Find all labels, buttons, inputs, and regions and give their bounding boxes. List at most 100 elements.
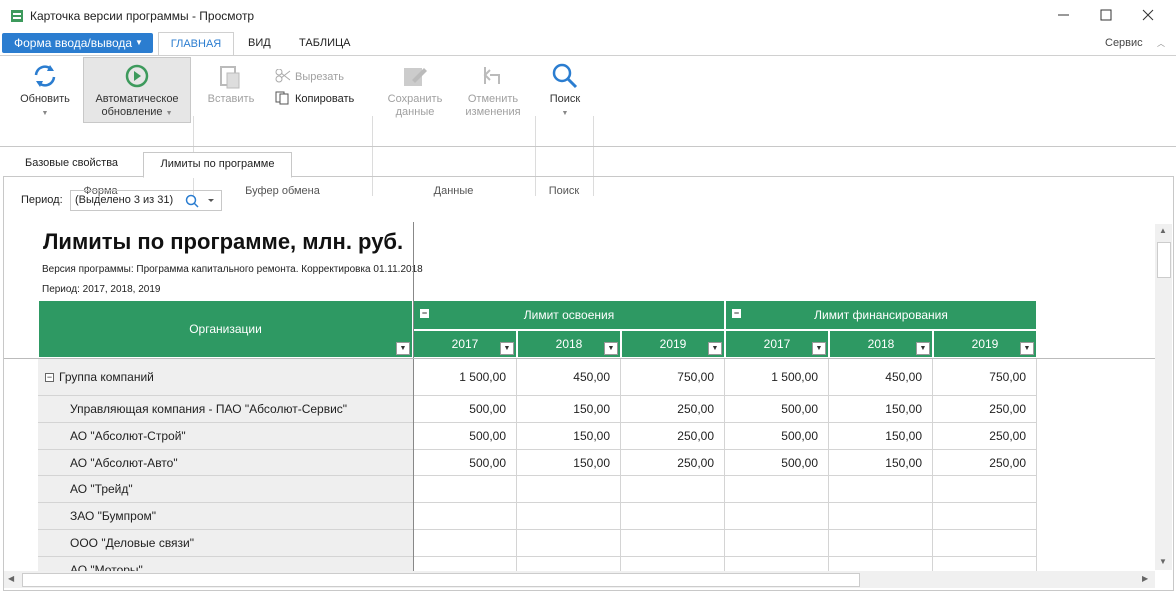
value-cell: 150,00 [517,449,621,477]
button-label: Отменить [467,93,519,105]
group-header: Лимит освоения [413,300,725,330]
filter-dropdown[interactable]: ▼ [396,342,410,355]
org-name: Управляющая компания - ПАО "Абсолют-Серв… [70,402,348,416]
button-label: Сохранить [387,93,443,105]
value-cell [933,503,1037,530]
button-label: данные [395,106,435,118]
value-cell [725,503,829,530]
year-header: 2017 [725,330,829,358]
group-header: Лимит финансирования [725,300,1037,330]
org-name: ЗАО "Бумпром" [70,509,156,524]
value-cell [517,556,621,571]
value-cell [413,556,517,571]
form-menu-button[interactable]: Форма ввода/вывода ▼ [2,33,153,53]
value-cell: 250,00 [933,396,1037,423]
value-cell [517,476,621,504]
cut-icon [275,69,291,83]
org-name: ООО "Деловые связи" [70,536,195,550]
org-cell [38,530,413,557]
combobox-value: (Выделено 3 из 31) [75,194,174,206]
button-label: Автоматическое [95,93,179,105]
filter-dropdown[interactable]: ▼ [604,342,618,355]
value-cell [621,476,725,504]
content-panel [3,176,1174,591]
value-cell: 150,00 [517,422,621,450]
year-header: 2018 [829,330,933,358]
paste-button[interactable]: Вставить [207,93,255,105]
service-menu[interactable]: Сервис [1105,37,1143,49]
cut-button[interactable]: Вырезать [295,71,344,83]
value-cell [829,503,933,530]
copy-icon [275,91,289,105]
ribbon: Обновить ▼ Автоматическое обновление ▼ Фор… [0,56,1176,197]
value-cell: 1 500,00 [725,358,829,396]
value-cell [517,503,621,530]
copy-button[interactable]: Копировать [295,93,355,105]
value-cell [725,476,829,504]
org-name: АО "Абсолют-Строй" [70,428,186,443]
filter-label: Период: [21,194,63,206]
org-cell [38,358,413,396]
year-header: 2019 [621,330,725,358]
button-label: Поиск [549,93,581,105]
value-cell [413,503,517,530]
button-label: Обновить [20,93,70,105]
ribbon-tab-active[interactable]: ГЛАВНАЯ [158,32,234,57]
value-cell [829,556,933,571]
value-cell: 500,00 [725,422,829,450]
collapse-toggle[interactable]: − [420,308,429,318]
value-cell: 1 500,00 [413,358,517,396]
filter-dropdown[interactable]: ▼ [500,342,514,355]
org-name: АО "Трейд" [70,482,133,497]
filter-dropdown[interactable]: ▼ [1020,342,1034,355]
expand-toggle[interactable]: − [45,372,54,382]
org-name: Группа компаний [59,370,154,384]
ribbon-tab[interactable]: ВИД [248,37,271,49]
value-cell: 250,00 [621,396,725,423]
value-cell: 250,00 [621,449,725,477]
filter-dropdown[interactable]: ▼ [708,342,722,355]
search-button[interactable]: Поиск ▼ [549,93,581,117]
refresh-button[interactable]: Обновить ▼ [20,93,70,117]
button-label: обновление [101,106,163,118]
filter-dropdown[interactable]: ▼ [812,342,826,355]
ribbon-tab[interactable]: ТАБЛИЦА [299,37,351,49]
value-cell: 250,00 [621,422,725,450]
org-cell [38,449,413,477]
value-cell: 250,00 [933,449,1037,477]
header-divider-line [4,358,1155,359]
value-cell [933,530,1037,557]
save-button[interactable]: Сохранить данные [378,93,452,119]
value-cell [725,556,829,571]
org-cell [38,396,413,423]
ribbon-bottom [0,146,1176,147]
vertical-scrollbar[interactable]: ▲ ▼ [1155,224,1172,570]
paste-icon [220,66,240,89]
value-cell [621,556,725,571]
window-controls[interactable] [1040,0,1176,31]
period-combobox[interactable]: (Выделено 3 из 31) [70,190,222,211]
doc-tab-active[interactable]: Лимиты по программе [143,152,292,178]
collapse-ribbon[interactable]: ︿ [1157,39,1165,48]
group-label: Форма [83,185,118,197]
doc-tab[interactable]: Базовые свойства [25,157,119,169]
org-name: АО "Моторы" [70,562,143,571]
horizontal-scrollbar[interactable]: ◀ ▶ [4,571,1155,588]
value-cell [517,530,621,557]
form-menu-label: Форма ввода/вывода [14,36,133,50]
filter-dropdown[interactable]: ▼ [916,342,930,355]
year-header: 2019 [933,330,1037,358]
undo-button[interactable]: Отменить изменения [456,93,530,119]
collapse-toggle[interactable]: − [732,308,741,318]
value-cell [829,476,933,504]
value-cell: 750,00 [621,358,725,396]
value-cell [933,556,1037,571]
value-cell: 450,00 [517,358,621,396]
header-cell: Организации [38,300,413,358]
value-cell: 250,00 [933,422,1037,450]
save-icon [404,68,427,86]
refresh-icon [34,65,56,87]
value-cell: 750,00 [933,358,1037,396]
auto-update-button[interactable] [83,57,191,123]
